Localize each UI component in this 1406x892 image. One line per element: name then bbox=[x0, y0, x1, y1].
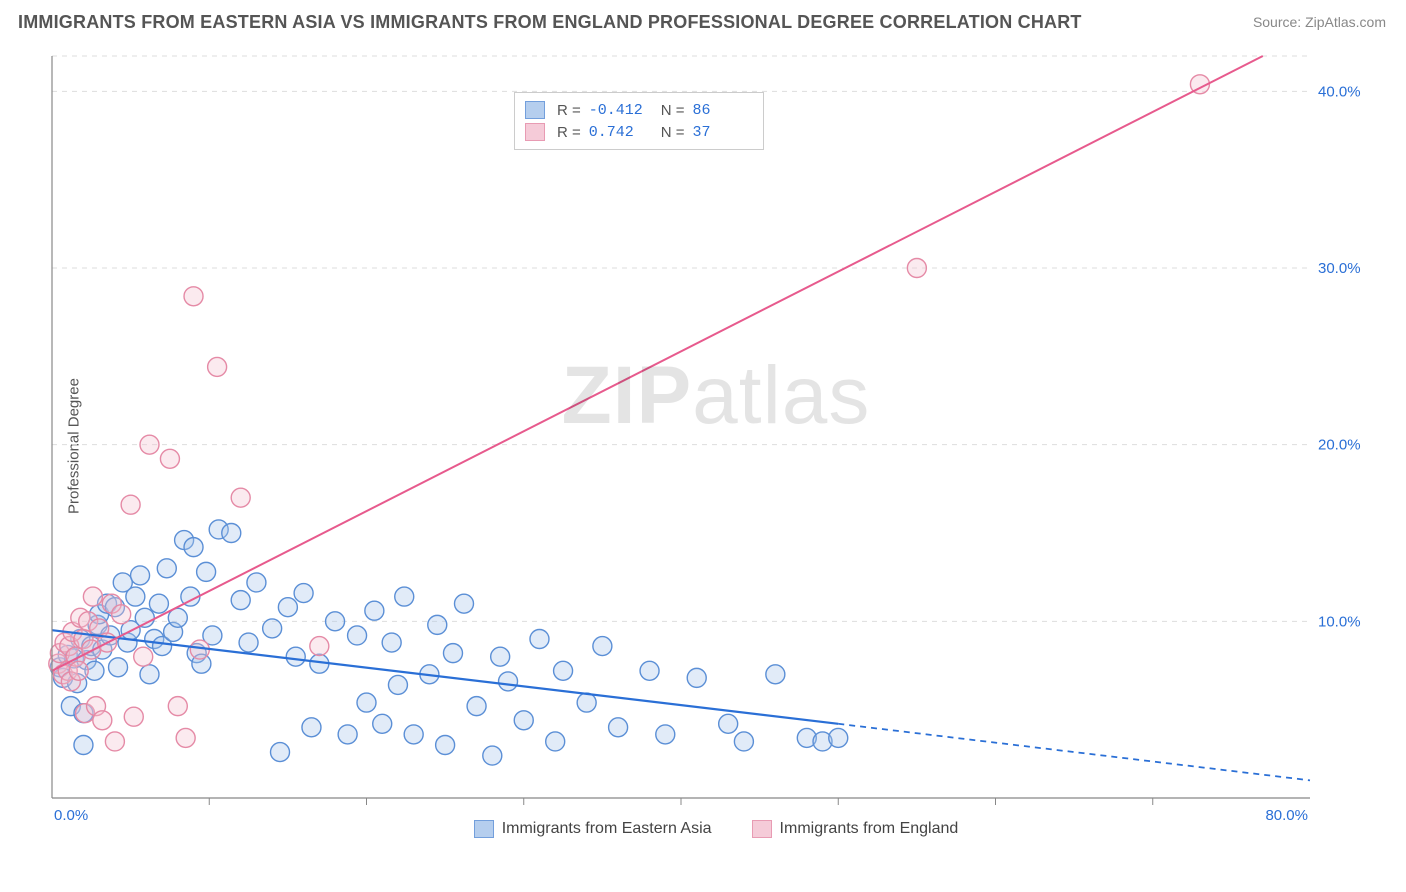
svg-text:10.0%: 10.0% bbox=[1318, 613, 1361, 630]
legend-swatch-0 bbox=[525, 101, 545, 119]
svg-text:30.0%: 30.0% bbox=[1318, 260, 1361, 277]
chart-title: IMMIGRANTS FROM EASTERN ASIA VS IMMIGRAN… bbox=[18, 12, 1082, 33]
n-value-1: 37 bbox=[693, 124, 753, 141]
legend-swatch-b1 bbox=[752, 820, 772, 838]
n-value-0: 86 bbox=[693, 102, 753, 119]
chart-area: 10.0%20.0%30.0%40.0%0.0%80.0% ZIPatlas R… bbox=[44, 44, 1388, 844]
source-label: Source: ZipAtlas.com bbox=[1253, 14, 1386, 30]
correlation-legend: R = -0.412 N = 86 R = 0.742 N = 37 bbox=[514, 92, 764, 150]
r-value-0: -0.412 bbox=[589, 102, 649, 119]
legend-item-0: Immigrants from Eastern Asia bbox=[474, 820, 712, 838]
n-label: N = bbox=[661, 102, 685, 119]
series-legend: Immigrants from Eastern Asia Immigrants … bbox=[44, 820, 1388, 838]
n-label: N = bbox=[661, 124, 685, 141]
series-name-0: Immigrants from Eastern Asia bbox=[502, 820, 712, 838]
series-name-1: Immigrants from England bbox=[780, 820, 959, 838]
legend-swatch-1 bbox=[525, 123, 545, 141]
chart-svg: 10.0%20.0%30.0%40.0%0.0%80.0% bbox=[44, 44, 1388, 844]
r-value-1: 0.742 bbox=[589, 124, 649, 141]
r-label: R = bbox=[557, 124, 581, 141]
legend-item-1: Immigrants from England bbox=[752, 820, 959, 838]
legend-row-1: R = 0.742 N = 37 bbox=[525, 121, 753, 143]
legend-row-0: R = -0.412 N = 86 bbox=[525, 99, 753, 121]
svg-text:40.0%: 40.0% bbox=[1318, 83, 1361, 100]
r-label: R = bbox=[557, 102, 581, 119]
legend-swatch-b0 bbox=[474, 820, 494, 838]
svg-text:20.0%: 20.0% bbox=[1318, 437, 1361, 454]
